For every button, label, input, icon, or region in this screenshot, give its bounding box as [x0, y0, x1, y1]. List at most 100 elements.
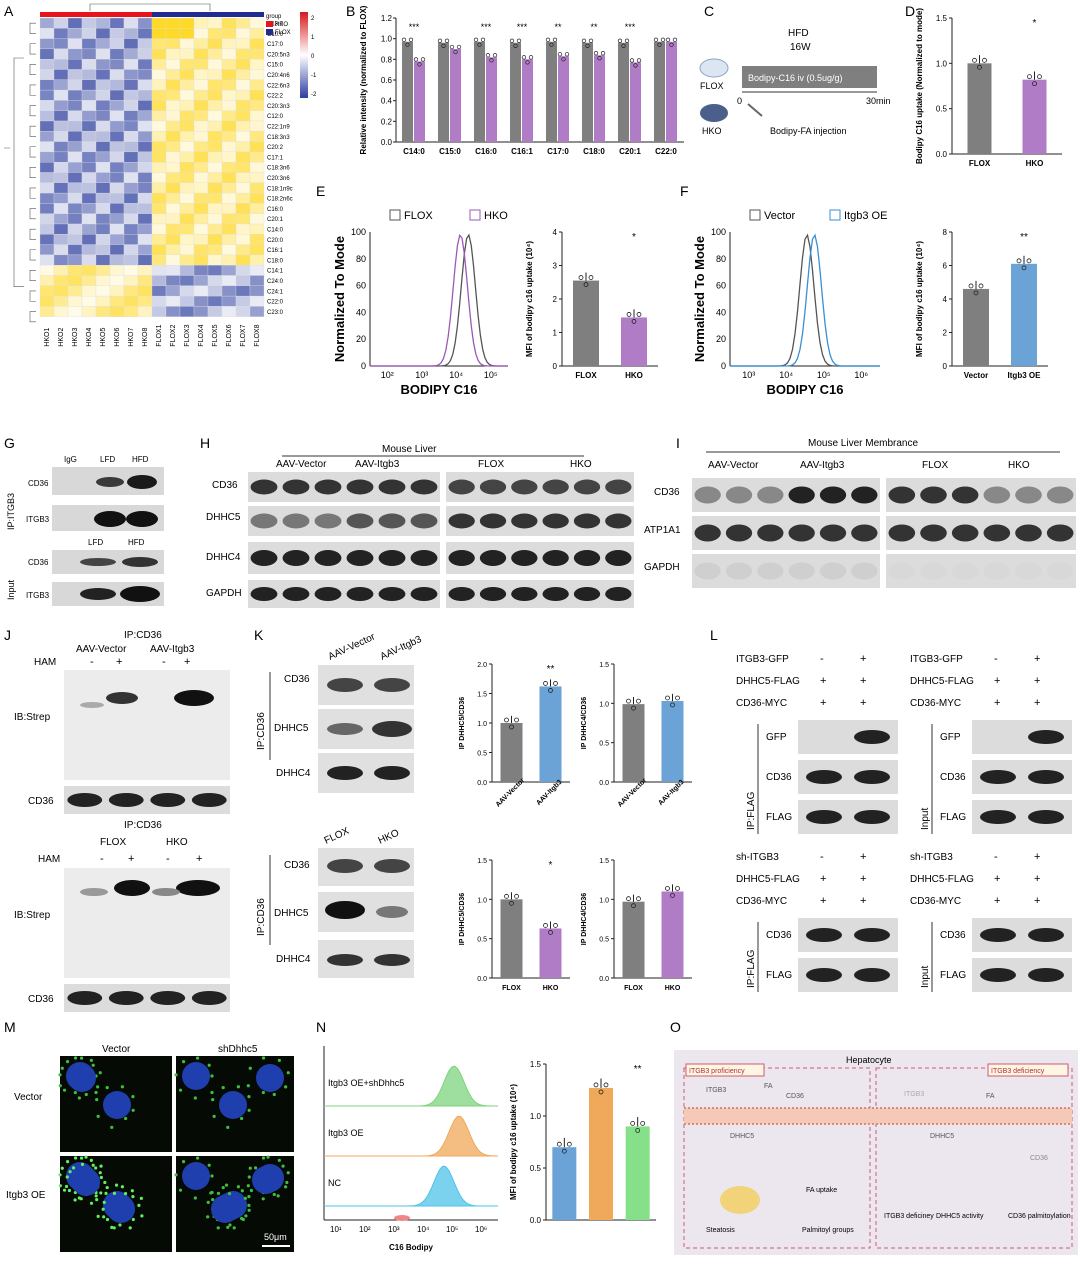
g-col-hfd: HFD: [132, 455, 149, 464]
x-tick-label: 10³: [742, 370, 755, 380]
heatmap-cell: [193, 151, 209, 163]
l-band-label: FLAG: [940, 812, 966, 823]
heatmap-cell: [221, 295, 237, 307]
heatmap-cell: [193, 79, 209, 91]
heatmap-cell: [137, 223, 153, 235]
heatmap-col-label: FLOX7: [240, 324, 247, 346]
data-point: [672, 37, 678, 42]
bar: [621, 317, 647, 366]
heatmap-cell: [81, 295, 97, 307]
o-right-tag: [987, 1063, 1069, 1077]
heatmap-cell: [95, 28, 111, 39]
heatmap-cell: [235, 100, 251, 111]
heatmap-cell: [95, 244, 111, 256]
i-atp1a1-left-band: [788, 524, 815, 542]
m-green-dot: [241, 1217, 245, 1222]
y-tick-label: 0: [361, 361, 366, 371]
data-point: [437, 38, 443, 43]
m-green-dot: [96, 1214, 100, 1218]
heatmap-cell: [95, 151, 111, 163]
heatmap-cell: [137, 151, 153, 163]
heatmap-cell: [53, 275, 69, 286]
l-band: [980, 810, 1016, 824]
x-tick-label: 10²: [359, 1225, 371, 1234]
h-gapdh-right-band: [542, 587, 569, 601]
data-point: [509, 724, 514, 730]
l-band: [854, 770, 890, 784]
chart-k3: 0.0 0.5 1.0 1.5 IP DHHC5/CD36 FLOX HKO *: [459, 858, 570, 992]
data-point: [528, 55, 534, 60]
m-green-dot: [247, 1195, 251, 1199]
m-green-dot: [101, 1207, 105, 1211]
data-point: [665, 695, 670, 701]
m-green-dot: [65, 1175, 69, 1179]
i-g1: AAV-Vector: [708, 460, 759, 471]
data-point: [636, 896, 641, 902]
heatmap-cell: [95, 234, 111, 245]
data-point: [588, 275, 594, 280]
h-gapdh-right-band: [479, 587, 507, 601]
y-tick-label: 20: [716, 334, 726, 344]
x-tick-label: AAV-Itgb3: [535, 779, 563, 807]
heatmap-cell: [221, 213, 237, 225]
x-tick-label: 10¹: [330, 1225, 342, 1234]
significance-mark: ***: [625, 22, 636, 32]
m-green-dot: [226, 1125, 230, 1129]
m-green-dot: [247, 1203, 251, 1207]
heatmap-cell: [179, 265, 195, 276]
data-point: [617, 38, 623, 43]
y-tick-label: 2: [553, 295, 558, 304]
i-g4: HKO: [1008, 460, 1030, 471]
heatmap-cell: [67, 172, 83, 183]
group-bar-cell: [96, 12, 110, 17]
o-title: Hepatocyte: [846, 1055, 892, 1065]
heatmap-cell: [95, 285, 111, 297]
data-point: [516, 38, 522, 43]
l-band-label: CD36: [940, 930, 966, 941]
heatmap-cell: [137, 234, 153, 245]
data-point: [449, 44, 455, 50]
l-sign: -: [820, 851, 824, 863]
i-atp1a1-left-band: [725, 524, 753, 542]
m-green-dot: [73, 1156, 78, 1160]
y-tick-label: 1.2: [381, 14, 393, 23]
heatmap-cell: [235, 203, 251, 214]
heatmap-cell: [53, 151, 69, 163]
heatmap-cell: [235, 48, 251, 60]
data-point: [549, 42, 554, 47]
y-axis-label: Bodipy C16 uptake (Normalized to mode): [915, 8, 924, 164]
heatmap-row-label: C16:1: [267, 248, 284, 254]
k-g3: FLOX: [323, 826, 352, 847]
m-green-dot: [128, 1226, 132, 1230]
data-point: [621, 43, 626, 48]
heatmap-cell: [123, 17, 139, 29]
heatmap-cell: [53, 223, 69, 235]
heatmap-cell: [151, 162, 167, 173]
i-cd36-right-band: [920, 486, 947, 504]
l-side-label: IP:FLAG: [746, 949, 757, 988]
dendrogram-branch: [29, 290, 36, 302]
heatmap-cell: [179, 79, 195, 91]
significance-mark: ***: [409, 22, 420, 32]
heatmap-cell: [39, 306, 55, 317]
data-point: [633, 63, 638, 68]
heatmap-row-label: C23:0: [267, 310, 284, 316]
j-cd36-top-band: [191, 793, 227, 807]
j-minus: -: [166, 853, 170, 865]
y-tick-label: 0.8: [381, 55, 393, 64]
h-dhhc4-right-band: [479, 550, 507, 566]
heatmap-cell: [249, 234, 265, 245]
j-cd36-bands: [64, 786, 230, 814]
heatmap-cell: [109, 28, 125, 39]
heatmap-cell: [235, 254, 251, 266]
l-band: [1028, 810, 1064, 824]
data-point: [626, 698, 631, 704]
heatmap-cell: [235, 192, 251, 204]
i-cd36-right-band: [1046, 486, 1074, 504]
heatmap-cell: [249, 38, 265, 50]
o-fa-left: FA: [764, 1083, 773, 1090]
j-cd36-bands: [64, 984, 230, 1012]
y-tick-label: 1.0: [477, 897, 487, 904]
heatmap-cell: [193, 182, 209, 194]
heatmap-cell: [207, 38, 223, 50]
